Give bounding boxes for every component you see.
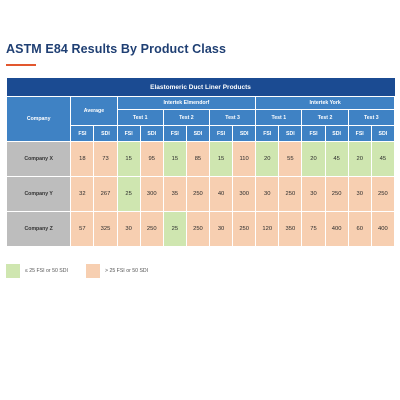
metric-header-sdi: SDI bbox=[93, 125, 118, 142]
fsi-value-cell: 30 bbox=[116, 211, 141, 247]
metric-header-sdi: SDI bbox=[324, 125, 349, 142]
sdi-value-cell: 45 bbox=[370, 141, 396, 177]
metric-header-fsi: FSI bbox=[255, 125, 280, 142]
fsi-value-cell: 15 bbox=[162, 141, 187, 177]
sdi-value-cell: 350 bbox=[278, 211, 303, 247]
company-name-cell: Company Z bbox=[5, 211, 72, 247]
fsi-value-cell: 30 bbox=[347, 176, 372, 212]
fsi-value-cell: 75 bbox=[301, 211, 326, 247]
fsi-value-cell: 25 bbox=[116, 176, 141, 212]
sdi-value-cell: 95 bbox=[139, 141, 164, 177]
sdi-value-cell: 250 bbox=[370, 176, 396, 212]
legend-swatch bbox=[86, 264, 100, 278]
table-row: Company X 18 73 15 95 15 85 15 110 20 55 20 45 20 45 bbox=[5, 141, 396, 177]
metric-header-sdi: SDI bbox=[370, 125, 396, 142]
sdi-value-cell: 110 bbox=[232, 141, 257, 177]
sdi-value-cell: 250 bbox=[139, 211, 164, 247]
average-fsi-cell: 32 bbox=[70, 176, 95, 212]
sdi-value-cell: 250 bbox=[278, 176, 303, 212]
lab-header: Intertek York bbox=[255, 96, 395, 110]
fsi-value-cell: 30 bbox=[255, 176, 280, 212]
fsi-value-cell: 30 bbox=[301, 176, 326, 212]
legend-item: ≤ 25 FSI or 50 SDI bbox=[6, 264, 68, 278]
metric-header-fsi: FSI bbox=[301, 125, 326, 142]
average-column-header: Average bbox=[70, 96, 118, 126]
legend-swatch bbox=[6, 264, 20, 278]
metric-header-sdi: SDI bbox=[185, 125, 210, 142]
metric-header-fsi: FSI bbox=[70, 125, 95, 142]
sdi-value-cell: 55 bbox=[278, 141, 303, 177]
fsi-value-cell: 120 bbox=[255, 211, 280, 247]
metric-header-sdi: SDI bbox=[278, 125, 303, 142]
sdi-value-cell: 250 bbox=[185, 176, 210, 212]
legend-label: ≤ 25 FSI or 50 SDI bbox=[25, 268, 68, 274]
fsi-value-cell: 60 bbox=[347, 211, 372, 247]
test-header: Test 3 bbox=[208, 109, 257, 126]
test-header: Test 1 bbox=[116, 109, 164, 126]
title-accent-rule bbox=[6, 64, 36, 66]
sdi-value-cell: 85 bbox=[185, 141, 210, 177]
metric-header-sdi: SDI bbox=[139, 125, 164, 142]
legend-label: > 25 FSI or 50 SDI bbox=[105, 268, 149, 274]
table-banner: Elastomeric Duct Liner Products bbox=[6, 78, 395, 97]
average-sdi-cell: 73 bbox=[93, 141, 118, 177]
average-fsi-cell: 18 bbox=[70, 141, 95, 177]
fsi-value-cell: 40 bbox=[208, 176, 234, 212]
company-name-cell: Company X bbox=[5, 141, 72, 177]
table-row: Company Z 57 325 30 250 25 250 30 250 120 350 75 400… bbox=[5, 211, 396, 247]
fsi-value-cell: 20 bbox=[255, 141, 280, 177]
sdi-value-cell: 250 bbox=[324, 176, 349, 212]
fsi-value-cell: 15 bbox=[208, 141, 234, 177]
legend: ≤ 25 FSI or 50 SDI > 25 FSI or 50 SDI bbox=[6, 264, 306, 280]
sdi-value-cell: 300 bbox=[232, 176, 257, 212]
fsi-value-cell: 30 bbox=[208, 211, 234, 247]
average-sdi-cell: 267 bbox=[93, 176, 118, 212]
sdi-value-cell: 400 bbox=[324, 211, 349, 247]
fsi-value-cell: 15 bbox=[116, 141, 141, 177]
test-header: Test 3 bbox=[347, 109, 396, 126]
metric-header-fsi: FSI bbox=[347, 125, 372, 142]
sdi-value-cell: 250 bbox=[232, 211, 257, 247]
metric-header-fsi: FSI bbox=[162, 125, 187, 142]
average-fsi-cell: 57 bbox=[70, 211, 95, 247]
test-header: Test 2 bbox=[301, 109, 349, 126]
sdi-value-cell: 400 bbox=[370, 211, 396, 247]
metric-header-fsi: FSI bbox=[208, 125, 234, 142]
fsi-value-cell: 20 bbox=[301, 141, 326, 177]
company-column-header: Company bbox=[5, 96, 72, 142]
metric-header-fsi: FSI bbox=[116, 125, 141, 142]
test-header: Test 1 bbox=[255, 109, 303, 126]
sdi-value-cell: 250 bbox=[185, 211, 210, 247]
fsi-value-cell: 20 bbox=[347, 141, 372, 177]
metric-header-sdi: SDI bbox=[232, 125, 257, 142]
company-name-cell: Company Y bbox=[5, 176, 72, 212]
fsi-value-cell: 35 bbox=[162, 176, 187, 212]
average-sdi-cell: 325 bbox=[93, 211, 118, 247]
fsi-value-cell: 25 bbox=[162, 211, 187, 247]
sdi-value-cell: 45 bbox=[324, 141, 349, 177]
results-table: Elastomeric Duct Liner Products Company … bbox=[5, 78, 396, 247]
test-header: Test 2 bbox=[162, 109, 210, 126]
page-title: ASTM E84 Results By Product Class bbox=[6, 42, 227, 56]
legend-item: > 25 FSI or 50 SDI bbox=[86, 264, 148, 278]
table-row: Company Y 32 267 25 300 35 250 40 300 30 250 30 250 3… bbox=[5, 176, 396, 212]
sdi-value-cell: 300 bbox=[139, 176, 164, 212]
lab-header: Intertek Elmendorf bbox=[116, 96, 257, 110]
